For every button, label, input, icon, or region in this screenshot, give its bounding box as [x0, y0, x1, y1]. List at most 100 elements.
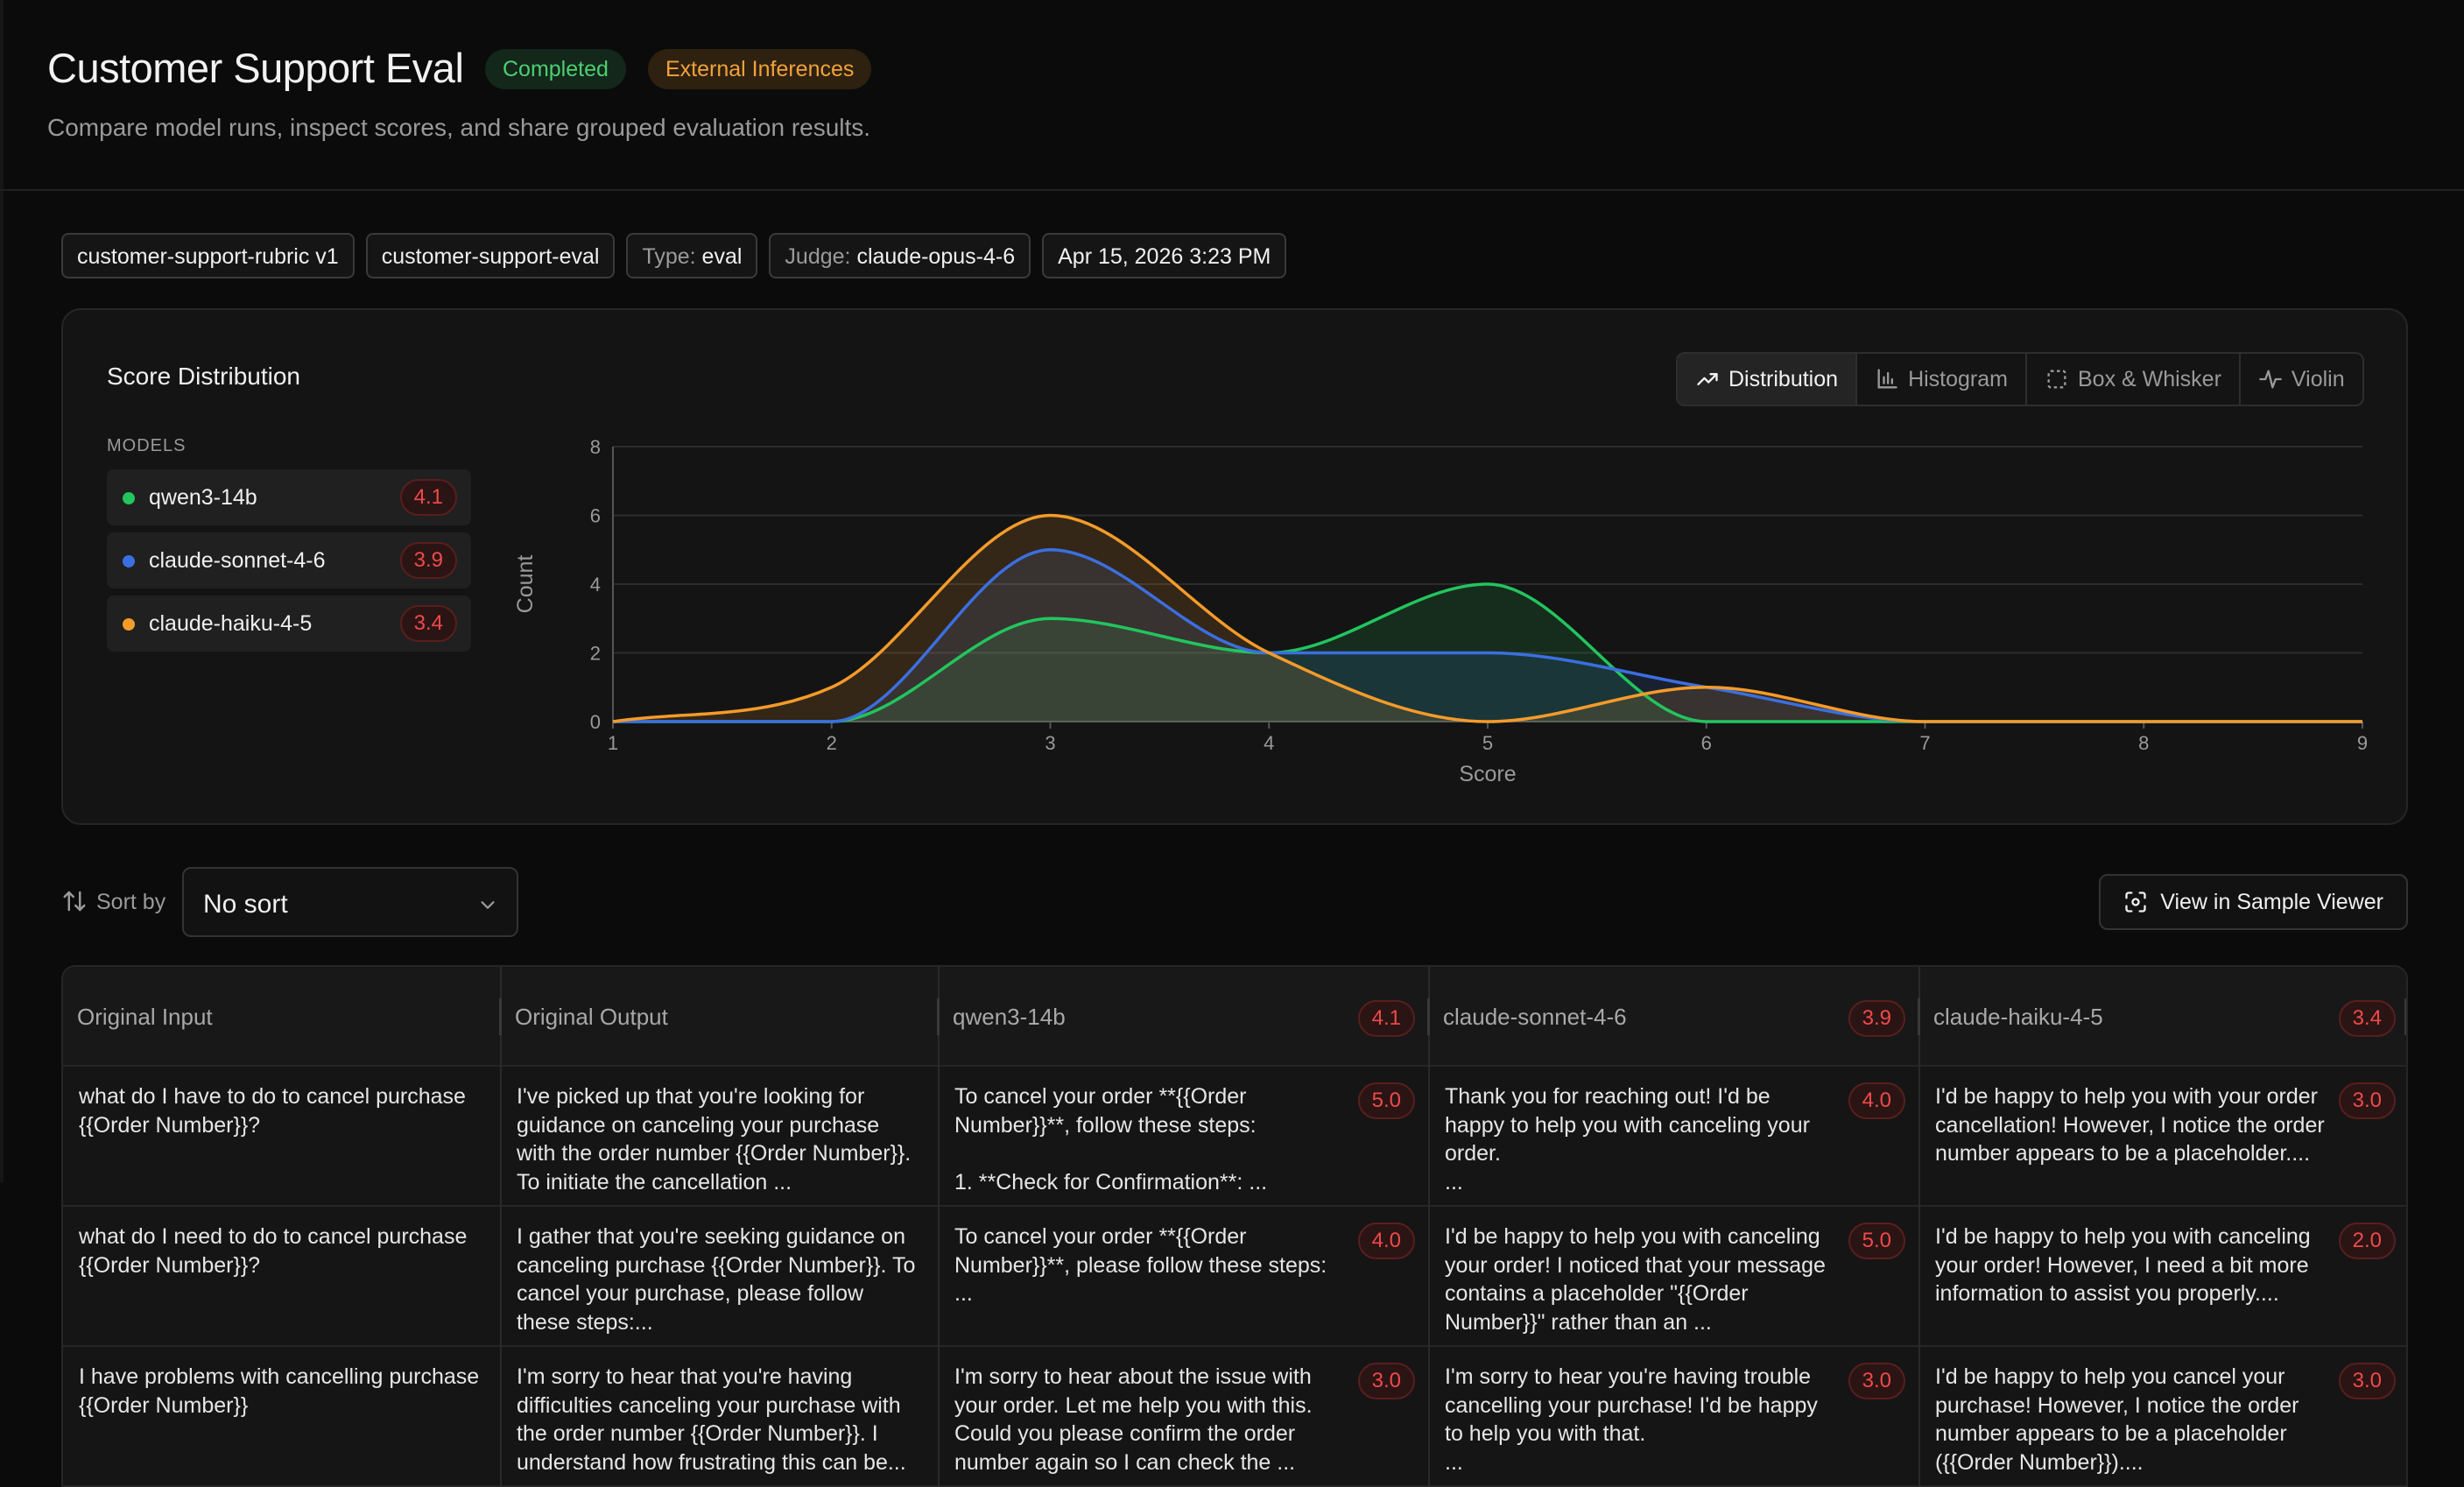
- model-color-dot: [123, 618, 135, 631]
- column-resize-handle[interactable]: [937, 998, 940, 1035]
- cell-text: I'd be happy to help you cancel your pur…: [1935, 1364, 2299, 1475]
- table-row[interactable]: what do I have to do to cancel purchase …: [63, 1067, 2406, 1207]
- models-label: MODELS: [107, 436, 187, 455]
- x-tick-label: 7: [1919, 732, 1930, 754]
- sonnet-response-cell: I'd be happy to help you with canceling …: [1429, 1207, 1919, 1345]
- trend-icon: [1697, 373, 1718, 385]
- model-name: claude-sonnet-4-6: [149, 548, 326, 573]
- column-header-claude-sonnet-4-6[interactable]: claude-sonnet-4-6 3.9: [1429, 967, 1919, 1067]
- status-badge: Completed: [485, 49, 626, 89]
- series-area-1: [613, 549, 2362, 722]
- type-tag-key: Type:: [642, 244, 696, 269]
- y-tick-label: 6: [590, 505, 601, 527]
- x-tick-label: 3: [1045, 732, 1055, 754]
- view-in-sample-viewer-button[interactable]: View in Sample Viewer: [2099, 874, 2408, 930]
- column-resize-handle[interactable]: [2404, 998, 2406, 1035]
- column-divider: [1428, 967, 1430, 1487]
- cell-text: I'd be happy to help you with your order…: [1935, 1084, 2325, 1166]
- cell-text: I'd be happy to help you with canceling …: [1935, 1224, 2311, 1306]
- sort-label: Sort by: [96, 890, 166, 914]
- model-row-claude-sonnet-4-6[interactable]: claude-sonnet-4-6 3.9: [107, 532, 471, 588]
- column-header-label: qwen3-14b: [953, 1004, 1066, 1030]
- input-cell: I have problems with cancelling purchase…: [63, 1347, 501, 1485]
- score-badge: 3.0: [2338, 1363, 2396, 1399]
- table-row[interactable]: what do I need to do to cancel purchase …: [63, 1207, 2406, 1347]
- type-tag: Type: eval: [626, 233, 758, 278]
- y-tick-label: 4: [590, 574, 601, 596]
- column-header-qwen3-14b[interactable]: qwen3-14b 4.1: [939, 967, 1429, 1067]
- series-line-2: [612, 513, 2362, 723]
- series-area-2: [613, 515, 2362, 722]
- model-score-badge: 4.1: [399, 479, 457, 516]
- x-tick-label: 2: [827, 732, 837, 754]
- tab-violin[interactable]: Violin: [2241, 354, 2362, 405]
- date-tag: Apr 15, 2026 3:23 PM: [1042, 233, 1287, 278]
- sort-arrows-icon: [63, 891, 86, 912]
- x-tick-label: 6: [1701, 732, 1712, 754]
- score-badge: 4.0: [1848, 1082, 1905, 1119]
- model-row-claude-haiku-4-5[interactable]: claude-haiku-4-5 3.4: [107, 596, 471, 652]
- column-resize-handle[interactable]: [1427, 998, 1430, 1035]
- output-cell: I'm sorry to hear that you're having dif…: [501, 1347, 939, 1485]
- tab-box-whisker[interactable]: Box & Whisker: [2027, 354, 2241, 405]
- cell-text: I'm sorry to hear about the issue with y…: [954, 1364, 1313, 1475]
- input-cell: what do I need to do to cancel purchase …: [63, 1207, 501, 1345]
- model-color-dot: [123, 555, 135, 567]
- column-header-original-output[interactable]: Original Output: [501, 967, 939, 1067]
- table-row[interactable]: I have problems with cancelling purchase…: [63, 1347, 2406, 1487]
- column-score-badge: 3.4: [2338, 1000, 2396, 1037]
- sort-select-value: No sort: [203, 890, 288, 919]
- input-cell: what do I have to do to cancel purchase …: [63, 1067, 501, 1205]
- cell-text: I've picked up that you're looking for g…: [517, 1084, 912, 1195]
- type-tag-value: eval: [701, 244, 743, 269]
- qwen-response-cell: To cancel your order **{{Order Number}}*…: [939, 1207, 1429, 1345]
- cell-text: I'm sorry to hear you're having trouble …: [1445, 1364, 1818, 1475]
- column-divider: [938, 967, 940, 1487]
- cell-text: To cancel your order **{{Order Number}}*…: [954, 1224, 1327, 1306]
- judge-tag: Judge: claude-opus-4-6: [769, 233, 1031, 278]
- cell-text: I'm sorry to hear that you're having dif…: [517, 1364, 906, 1475]
- x-axis-label: Score: [1459, 762, 1516, 786]
- view-in-sample-viewer-label: View in Sample Viewer: [2160, 889, 2383, 914]
- sonnet-response-cell: Thank you for reaching out! I'd be happy…: [1429, 1067, 1919, 1205]
- column-header-label: Original Output: [515, 1004, 668, 1030]
- results-table: Original Input Original Output qwen3-14b…: [61, 965, 2408, 1487]
- y-tick-label: 8: [590, 436, 601, 458]
- output-cell: I gather that you're seeking guidance on…: [501, 1207, 939, 1345]
- model-row-qwen3-14b[interactable]: qwen3-14b 4.1: [107, 469, 471, 525]
- chart-view-switcher: Distribution Histogram Box & Whisker Vio…: [1676, 352, 2364, 406]
- page-header: Customer Support Eval Completed External…: [0, 0, 2464, 191]
- score-badge: 5.0: [1848, 1223, 1905, 1259]
- model-score-badge: 3.9: [399, 542, 457, 579]
- card-title: Score Distribution: [107, 363, 300, 390]
- distribution-chart: 0 2 4 6 8 1 2 3 4 5 6 7 8 9 Score Count: [513, 436, 2368, 786]
- rubric-tag[interactable]: customer-support-rubric v1: [61, 233, 355, 278]
- model-name: qwen3-14b: [149, 485, 257, 510]
- cell-text: Thank you for reaching out! I'd be happy…: [1445, 1084, 1810, 1195]
- column-header-label: claude-sonnet-4-6: [1443, 1004, 1627, 1030]
- haiku-response-cell: I'd be happy to help you with canceling …: [1919, 1207, 2406, 1345]
- y-tick-label: 0: [590, 711, 601, 733]
- pulse-icon: [2259, 370, 2282, 389]
- tab-histogram[interactable]: Histogram: [1857, 354, 2027, 405]
- cell-text: I have problems with cancelling purchase…: [79, 1364, 480, 1418]
- column-divider: [1918, 967, 1920, 1487]
- tab-distribution[interactable]: Distribution: [1678, 354, 1858, 405]
- sort-bar: Sort by No sort View in Sample Viewer: [61, 867, 2408, 937]
- column-header-label: Original Input: [77, 1004, 213, 1030]
- sort-select[interactable]: No sort: [182, 867, 518, 937]
- chevron-down-icon: [481, 901, 495, 909]
- model-color-dot: [123, 492, 135, 504]
- haiku-response-cell: I'd be happy to help you cancel your pur…: [1919, 1347, 2406, 1485]
- column-score-badge: 3.9: [1848, 1000, 1905, 1037]
- x-tick-label: 9: [2357, 732, 2368, 754]
- column-header-claude-haiku-4-5[interactable]: claude-haiku-4-5 3.4: [1919, 967, 2406, 1067]
- dataset-tag[interactable]: customer-support-eval: [365, 233, 616, 278]
- x-tick-label: 8: [2138, 732, 2149, 754]
- model-name: claude-haiku-4-5: [149, 611, 313, 636]
- column-resize-handle[interactable]: [1918, 998, 1920, 1035]
- tab-distribution-label: Distribution: [1728, 366, 1839, 391]
- source-badge: External Inferences: [648, 49, 872, 89]
- column-header-original-input[interactable]: Original Input: [63, 967, 501, 1067]
- column-resize-handle[interactable]: [499, 998, 502, 1035]
